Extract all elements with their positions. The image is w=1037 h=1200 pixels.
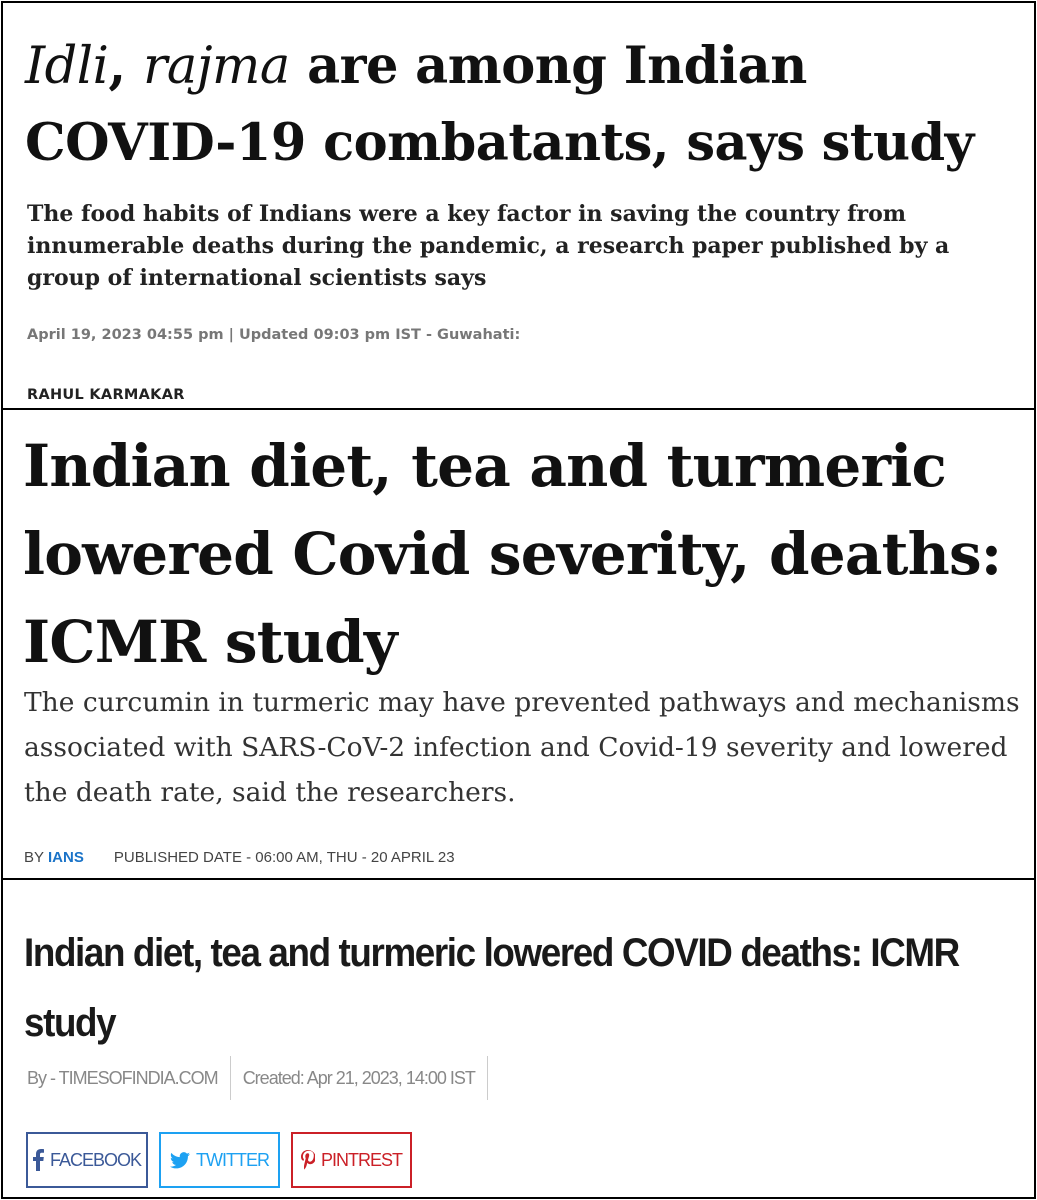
facebook-share-button[interactable]: FACEBOOK: [26, 1132, 148, 1188]
article-card-2: Indian diet, tea and turmeric lowered Co…: [1, 408, 1036, 880]
headline: Indian diet, tea and turmeric lowered CO…: [24, 931, 960, 1045]
article-meta: BY IANS PUBLISHED DATE - 06:00 AM, THU - 2…: [24, 849, 455, 866]
twitter-share-button[interactable]: TWITTER: [159, 1132, 280, 1188]
pinterest-share-button[interactable]: PINTREST: [291, 1132, 412, 1188]
headline-rest: are among Indian COVID-19 combatants, sa…: [25, 36, 974, 173]
share-buttons: FACEBOOK TWITTER PINTREST: [26, 1132, 412, 1188]
author-name[interactable]: RAHUL KARMAKAR: [27, 387, 185, 403]
subheadline: The curcumin in turmeric may have preven…: [24, 687, 1020, 808]
facebook-share-label: FACEBOOK: [49, 1149, 142, 1170]
twitter-icon: [170, 1151, 190, 1169]
article-card-1: Idli, rajma are among Indian COVID-19 co…: [1, 1, 1036, 410]
created-date: Created: Apr 21, 2023, 14:00 IST: [242, 1067, 476, 1088]
headline-separator: ,: [108, 36, 143, 96]
by-label: BY: [24, 849, 45, 866]
meta-divider: [486, 1056, 488, 1100]
article-meta: By - TIMESOFINDIA.COM Created: Apr 21, 2…: [27, 1056, 500, 1100]
twitter-share-label: TWITTER: [196, 1149, 270, 1170]
subheadline: The food habits of Indians were a key fa…: [27, 201, 950, 291]
meta-divider: [229, 1056, 231, 1100]
headline-italic-1: Idli: [25, 37, 109, 96]
author-link[interactable]: IANS: [48, 849, 84, 866]
headline-italic-2: rajma: [142, 37, 290, 96]
headline: Idli, rajma are among Indian COVID-19 co…: [25, 28, 1025, 181]
byline: By - TIMESOFINDIA.COM: [27, 1067, 219, 1088]
facebook-icon: [32, 1149, 44, 1171]
headline: Indian diet, tea and turmeric lowered Co…: [23, 432, 1002, 676]
article-date: April 19, 2023 04:55 pm | Updated 09:03 …: [27, 327, 521, 343]
article-card-3: Indian diet, tea and turmeric lowered CO…: [1, 878, 1036, 1199]
pinterest-icon: [300, 1150, 315, 1170]
published-date: PUBLISHED DATE - 06:00 AM, THU - 20 APRI…: [113, 849, 455, 866]
pinterest-share-label: PINTREST: [320, 1149, 403, 1170]
